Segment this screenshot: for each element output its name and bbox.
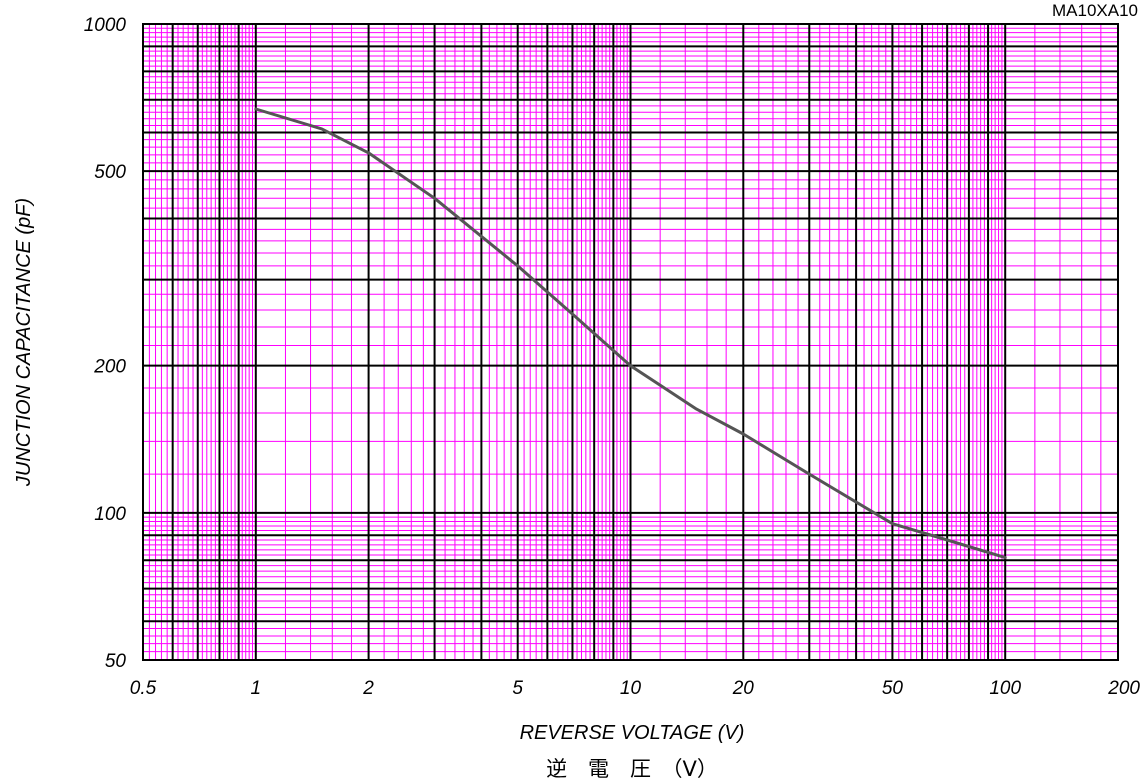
model-label: MA10XA10 bbox=[1052, 1, 1138, 20]
x-tick-label: 100 bbox=[989, 678, 1021, 699]
minor-grid-x bbox=[148, 24, 1102, 660]
major-grid-y bbox=[143, 45, 1118, 623]
x-tick-labels: 0.5 1 2 5 10 20 50 100 200 bbox=[130, 678, 1141, 699]
x-axis-title-japanese: 逆 電 圧 （V） bbox=[546, 757, 718, 781]
y-tick-label: 50 bbox=[105, 651, 127, 672]
x-tick-label: 0.5 bbox=[130, 678, 157, 699]
x-tick-label: 20 bbox=[732, 678, 755, 699]
x-tick-label: 200 bbox=[1107, 678, 1140, 699]
capacitance-curve bbox=[254, 107, 1007, 560]
y-tick-label: 1000 bbox=[84, 15, 127, 36]
x-tick-label: 1 bbox=[251, 678, 262, 699]
y-axis-title: JUNCTION CAPACITANCE (pF) bbox=[13, 198, 35, 487]
x-tick-label: 2 bbox=[362, 678, 374, 699]
y-tick-label: 100 bbox=[94, 504, 126, 525]
x-tick-label: 50 bbox=[882, 678, 904, 699]
major-grid-x bbox=[171, 24, 1007, 660]
plot-frame bbox=[142, 23, 1119, 661]
x-axis-title: REVERSE VOLTAGE (V) bbox=[520, 722, 745, 744]
x-tick-label: 5 bbox=[512, 678, 523, 699]
x-tick-label: 10 bbox=[620, 678, 642, 699]
y-tick-label: 500 bbox=[94, 162, 126, 183]
y-tick-label: 200 bbox=[93, 357, 126, 378]
y-tick-labels: 50 100 200 500 1000 bbox=[84, 15, 127, 672]
